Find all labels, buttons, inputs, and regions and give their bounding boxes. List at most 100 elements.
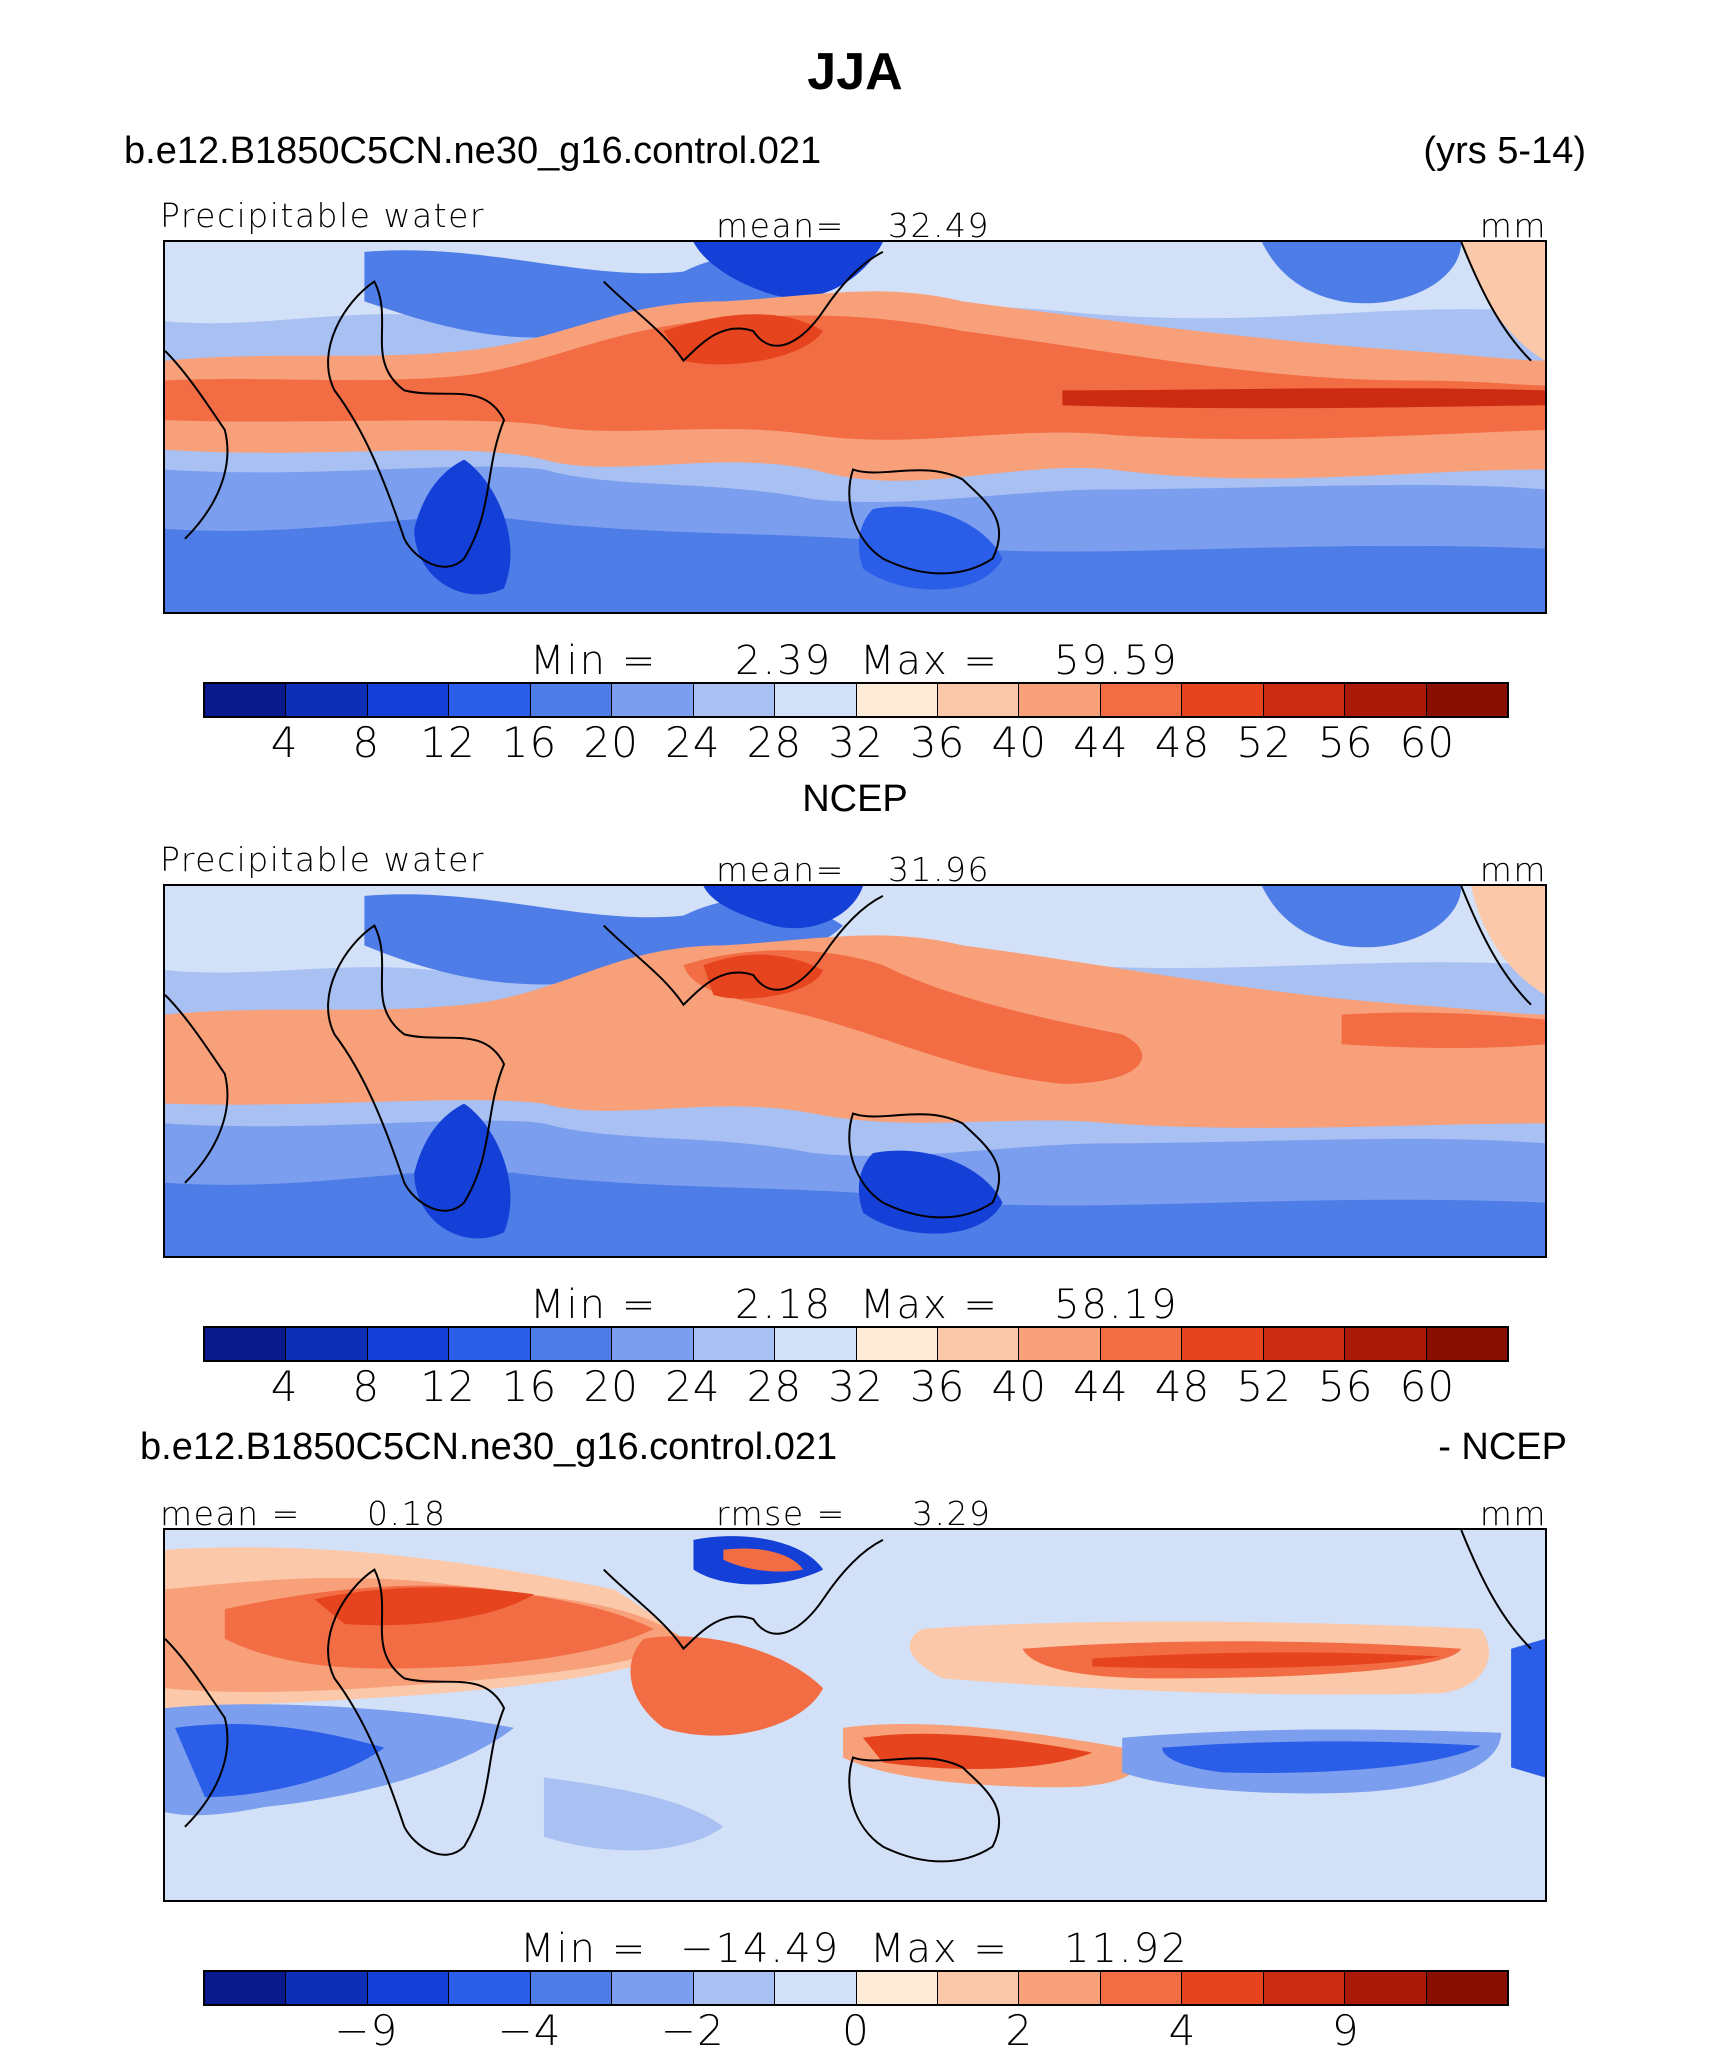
colorbar-1-tick-label: 8 — [352, 718, 381, 767]
colorbar-3-swatch — [367, 1972, 450, 2004]
mean-label-3: mean = — [160, 1494, 301, 1533]
colorbar-3-tick-label: 0 — [842, 2006, 870, 2055]
case-name-3: b.e12.B1850C5CN.ne30_g16.control.021 — [140, 1426, 838, 1468]
variable-label-1: Precipitable water — [160, 196, 485, 235]
colorbar-3-swatch — [937, 1972, 1020, 2004]
colorbar-1-tick-label: 12 — [420, 718, 476, 767]
colorbar-3 — [203, 1970, 1509, 2006]
min-label-2: Min = — [530, 1282, 658, 1328]
colorbar-1-tick-label: 24 — [665, 718, 721, 767]
colorbar-2-swatch — [367, 1328, 450, 1360]
colorbar-ticks-3: −9 −4 −2 0 2 4 9 — [203, 2006, 1509, 2055]
colorbar-2-tick-label: 56 — [1318, 1362, 1374, 1411]
max-value-1: 59.59 — [1054, 638, 1179, 684]
colorbar-2-swatch — [1263, 1328, 1346, 1360]
rmse-label-3: rmse = — [716, 1494, 846, 1533]
colorbar-1-tick-label: 52 — [1236, 718, 1292, 767]
colorbar-2-swatch — [286, 1328, 368, 1360]
colorbar-2-swatch — [449, 1328, 531, 1360]
colorbar-3-swatch — [1426, 1972, 1507, 2004]
colorbar-ticks-2: 4 8 12 16 20 24 28 32 36 40 44 48 52 56 60 — [203, 1362, 1509, 1411]
map-panel-ncep — [163, 884, 1547, 1258]
colorbar-1-swatch — [205, 684, 287, 716]
colorbar-1 — [203, 682, 1509, 718]
colorbar-2-tick-label: 12 — [420, 1362, 476, 1411]
colorbar-3-tick-label: −2 — [660, 2006, 725, 2055]
colorbar-3-swatch — [1019, 1972, 1101, 2004]
colorbar-3-swatch — [286, 1972, 368, 2004]
colorbar-2 — [203, 1326, 1509, 1362]
colorbar-3-swatch — [1345, 1972, 1427, 2004]
colorbar-2-swatch — [612, 1328, 694, 1360]
colorbar-2-swatch — [1019, 1328, 1101, 1360]
max-value-3: 11.92 — [1064, 1926, 1189, 1972]
colorbar-2-swatch — [775, 1328, 857, 1360]
variable-label-2: Precipitable water — [160, 840, 485, 879]
colorbar-1-swatch — [1100, 684, 1183, 716]
colorbar-2-swatch — [937, 1328, 1020, 1360]
colorbar-2-tick-label: 60 — [1399, 1362, 1456, 1411]
colorbar-3-swatch — [1263, 1972, 1346, 2004]
colorbar-2-tick-label: 40 — [991, 1362, 1047, 1411]
max-label-2: Max = — [860, 1282, 999, 1328]
colorbar-3-tick-label: 4 — [1168, 2006, 1197, 2055]
map-ncep-field — [165, 886, 1545, 1256]
colorbar-3-swatch — [612, 1972, 694, 2004]
map-panel-model — [163, 240, 1547, 614]
colorbar-3-swatch — [205, 1972, 287, 2004]
min-value-3: −14.49 — [680, 1926, 841, 1972]
colorbar-2-swatch — [1345, 1328, 1427, 1360]
map-model-field — [165, 242, 1545, 612]
colorbar-1-swatch — [449, 684, 531, 716]
colorbar-3-tick-label: −9 — [334, 2006, 399, 2055]
min-label-1: Min = — [530, 638, 658, 684]
colorbar-2-tick-label: 44 — [1073, 1362, 1129, 1411]
colorbar-1-swatch — [1426, 684, 1507, 716]
max-label-3: Max = — [870, 1926, 1009, 1972]
colorbar-1-swatch — [693, 684, 776, 716]
colorbar-1-tick-label: 44 — [1073, 718, 1129, 767]
colorbar-3-tick-label: 2 — [1005, 2006, 1034, 2055]
colorbar-ticks-1: 4 8 12 16 20 24 28 32 36 40 44 48 52 56 60 — [203, 718, 1509, 767]
colorbar-1-tick-label: 56 — [1318, 718, 1374, 767]
colorbar-2-tick-label: 48 — [1154, 1362, 1211, 1411]
colorbar-3-swatch — [775, 1972, 857, 2004]
colorbar-1-swatch — [856, 684, 938, 716]
colorbar-3-swatch — [1100, 1972, 1183, 2004]
mean-value-1: 32.49 — [888, 206, 990, 245]
panel-header-ncep: NCEP — [802, 778, 908, 820]
rmse-value-3: 3.29 — [912, 1494, 992, 1533]
colorbar-3-tick-label: 9 — [1331, 2006, 1360, 2055]
colorbar-2-tick-label: 4 — [270, 1362, 299, 1411]
colorbar-1-swatch — [612, 684, 694, 716]
colorbar-1-tick-label: 36 — [909, 718, 966, 767]
colorbar-3-swatch — [530, 1972, 613, 2004]
colorbar-3-swatch — [856, 1972, 938, 2004]
difference-suffix: - NCEP — [1438, 1426, 1567, 1468]
colorbar-2-swatch — [530, 1328, 613, 1360]
years-range: (yrs 5-14) — [1423, 130, 1586, 172]
colorbar-2-swatch — [1100, 1328, 1183, 1360]
min-value-1: 2.39 — [735, 638, 833, 684]
colorbar-3-swatch — [1182, 1972, 1264, 2004]
colorbar-2-tick-label: 20 — [583, 1362, 639, 1411]
colorbar-2-swatch — [856, 1328, 938, 1360]
colorbar-1-swatch — [1263, 684, 1346, 716]
colorbar-1-tick-label: 60 — [1399, 718, 1456, 767]
colorbar-1-swatch — [530, 684, 613, 716]
map-difference-field — [165, 1530, 1545, 1900]
colorbar-2-tick-label: 16 — [501, 1362, 558, 1411]
case-name-1: b.e12.B1850C5CN.ne30_g16.control.021 — [124, 130, 822, 172]
colorbar-2-tick-label: 28 — [746, 1362, 803, 1411]
colorbar-2-tick-label: 24 — [665, 1362, 721, 1411]
colorbar-2-tick-label: 32 — [828, 1362, 884, 1411]
max-value-2: 58.19 — [1054, 1282, 1179, 1328]
min-value-2: 2.18 — [735, 1282, 833, 1328]
units-2: mm — [1479, 850, 1547, 889]
colorbar-1-tick-label: 32 — [828, 718, 884, 767]
colorbar-1-tick-label: 28 — [746, 718, 803, 767]
colorbar-1-tick-label: 16 — [501, 718, 558, 767]
colorbar-1-swatch — [286, 684, 368, 716]
max-label-1: Max = — [860, 638, 999, 684]
colorbar-1-tick-label: 4 — [270, 718, 299, 767]
